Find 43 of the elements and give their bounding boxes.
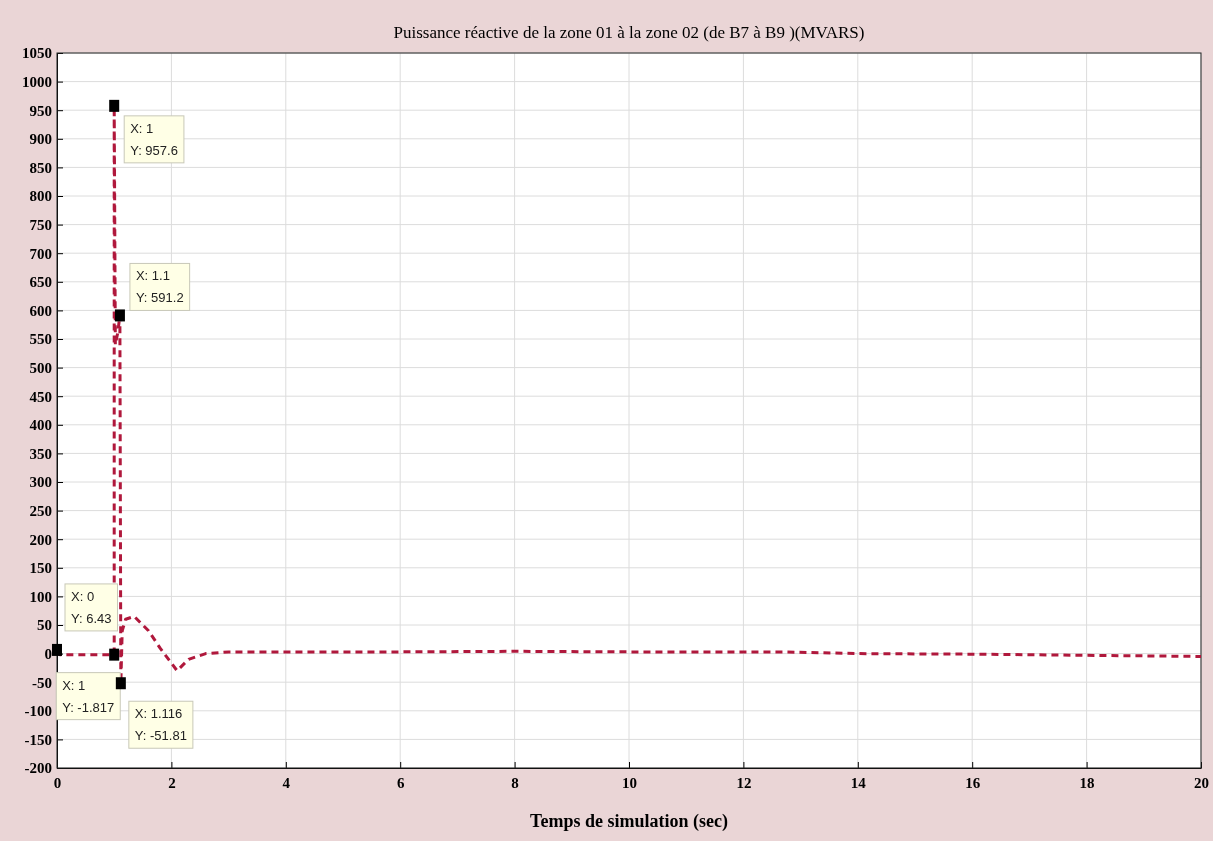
- x-tick-label: 16: [965, 774, 981, 791]
- y-tick-label: 350: [29, 445, 52, 462]
- x-tick-label: 8: [511, 774, 519, 791]
- y-tick-label: 800: [29, 188, 52, 205]
- x-tick-label: 2: [168, 774, 176, 791]
- x-tick-label: 12: [736, 774, 752, 791]
- annotation: X: 1 Y: -1.817: [62, 677, 115, 715]
- y-tick-label: -50: [32, 674, 52, 691]
- annotation: X: 1.116 Y: -51.81: [134, 706, 187, 744]
- y-tick-label: 1050: [22, 45, 52, 62]
- y-tick-label: 600: [29, 302, 52, 319]
- y-tick-label: 700: [29, 245, 52, 262]
- annotation: X: 0 Y: 6.43: [71, 588, 112, 626]
- x-tick-label: 4: [282, 774, 291, 791]
- y-tick-label: 950: [29, 102, 52, 119]
- x-tick-label: 20: [1194, 774, 1209, 791]
- y-tick-label: 50: [37, 617, 52, 634]
- annotation: X: 1.1 Y: 591.2: [135, 268, 184, 306]
- x-axis-title: Temps de simulation (sec): [530, 811, 728, 832]
- y-tick-label: -100: [24, 703, 52, 720]
- y-tick-label: 100: [29, 588, 52, 605]
- y-tick-label: 300: [29, 474, 52, 491]
- y-tick-label: -150: [24, 731, 52, 748]
- y-tick-label: 500: [29, 359, 52, 376]
- y-tick-label: 400: [29, 417, 52, 434]
- y-tick-label: -200: [24, 760, 52, 777]
- chart-title: Puissance réactive de la zone 01 à la zone 02 (de B7 à B9 )(MVARS): [393, 23, 865, 42]
- y-tick-label: 850: [29, 159, 52, 176]
- y-tick-label: 450: [29, 388, 52, 405]
- y-tick-label: 1000: [22, 73, 52, 90]
- y-tick-label: 250: [29, 502, 52, 519]
- y-tick-label: 0: [44, 645, 52, 662]
- y-tick-label: 750: [29, 216, 52, 233]
- x-tick-label: 6: [396, 774, 405, 791]
- x-tick-label: 10: [622, 774, 637, 791]
- y-tick-label: 650: [29, 274, 52, 291]
- y-tick-label: 550: [29, 331, 52, 348]
- y-tick-label: 900: [29, 131, 52, 148]
- y-tick-label: 150: [29, 560, 52, 577]
- y-tick-label: 200: [29, 531, 52, 548]
- annotation: X: 1 Y: 957.6: [130, 120, 178, 158]
- x-tick-label: 18: [1079, 774, 1095, 791]
- x-tick-label: 14: [850, 774, 867, 791]
